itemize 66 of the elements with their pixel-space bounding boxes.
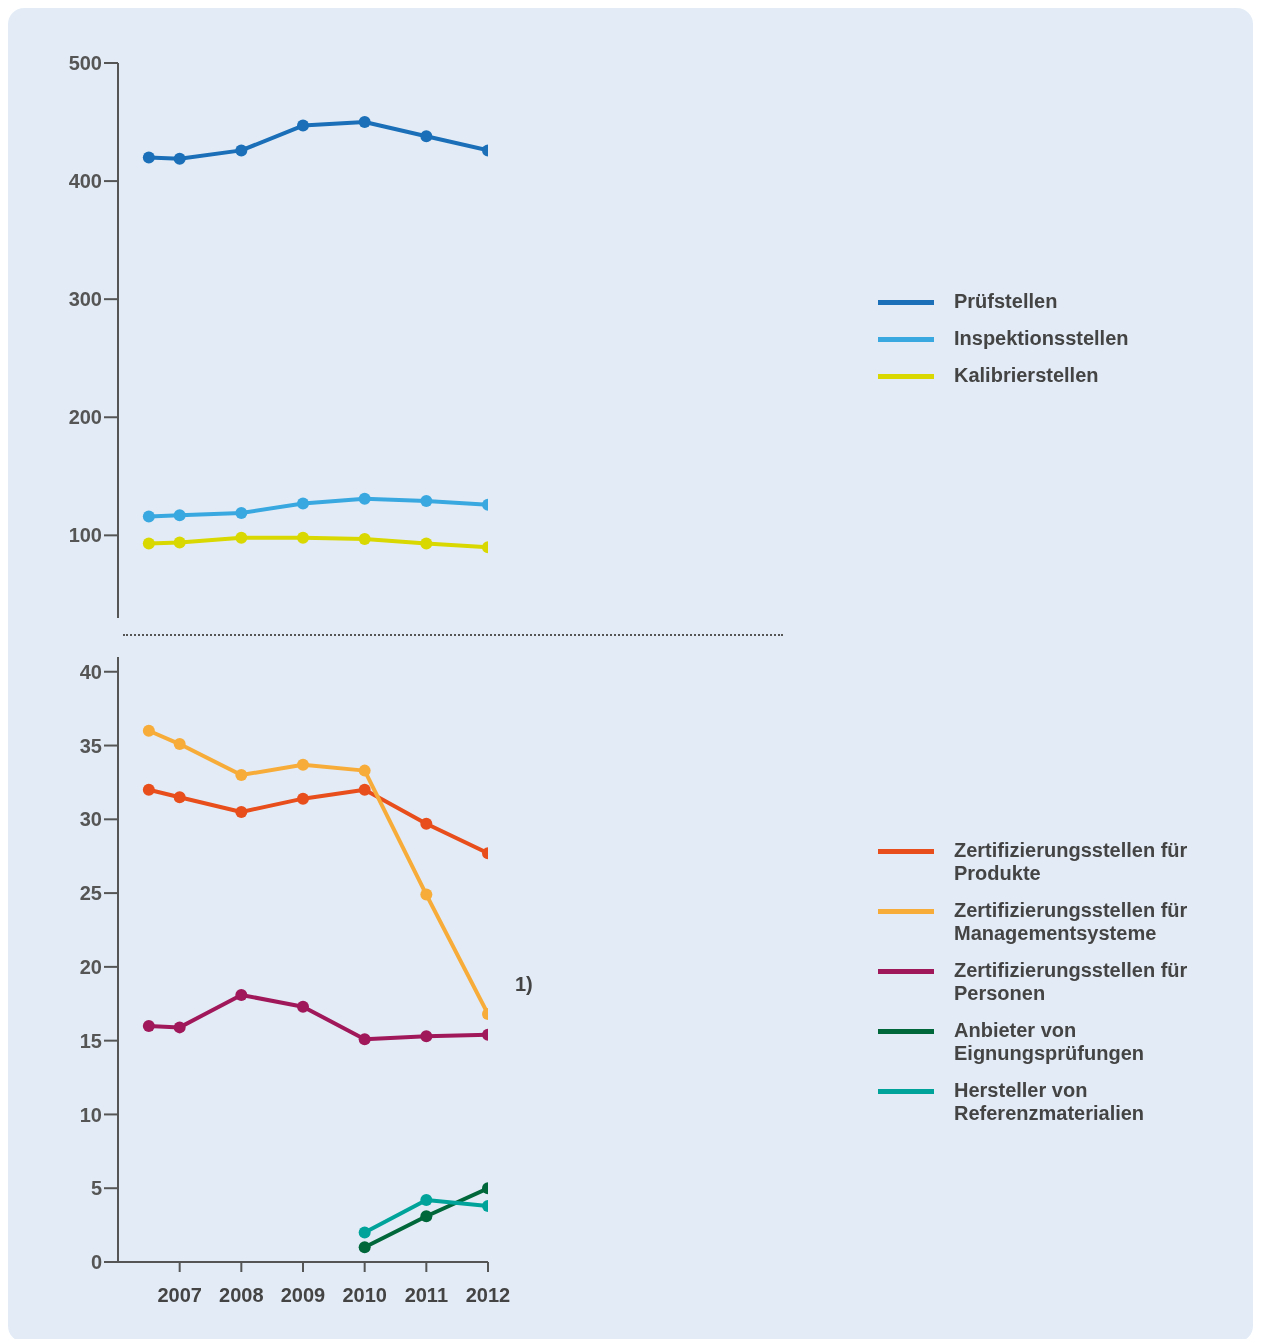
point: [297, 1000, 309, 1013]
y-tick-label: 10: [79, 1103, 102, 1126]
point: [420, 888, 433, 901]
point: [358, 1033, 371, 1046]
point: [235, 769, 248, 782]
y-tick-label: 0: [90, 1251, 102, 1274]
annotation: 1): [515, 973, 533, 996]
y-tick-label: 100: [68, 524, 102, 547]
point: [173, 738, 186, 751]
point: [297, 531, 309, 544]
point: [173, 152, 186, 165]
point: [297, 497, 309, 510]
point: [358, 1241, 371, 1254]
point: [142, 510, 155, 523]
point: [358, 116, 371, 129]
x-tick-label: 2011: [404, 1284, 449, 1307]
legend-label: Zertifizierungsstellen für Produkte: [954, 839, 1189, 885]
y-tick-label: 500: [68, 52, 102, 75]
x-tick-label: 2007: [157, 1284, 202, 1307]
x-tick-label: 2010: [342, 1284, 387, 1307]
point: [235, 506, 248, 519]
y-tick-label: 200: [68, 406, 102, 429]
legend-label: Zertifizierungsstellen für Managementsysteme: [954, 899, 1189, 945]
point: [235, 988, 248, 1001]
point: [358, 783, 371, 796]
point: [173, 791, 186, 804]
legend-label: Anbieter von Eignungsprüfungen: [954, 1019, 1145, 1065]
y-tick-label: 15: [79, 1029, 102, 1052]
point: [358, 764, 371, 777]
point: [297, 792, 309, 805]
point: [142, 537, 155, 550]
legend-label: Zertifizierungsstellen für Personen: [954, 959, 1189, 1005]
point: [173, 509, 186, 522]
y-tick-label: 5: [90, 1177, 102, 1200]
point: [235, 531, 248, 544]
y-tick-label: 40: [79, 660, 102, 683]
point: [420, 537, 433, 550]
x-tick-label: 2009: [280, 1284, 326, 1307]
point: [142, 151, 155, 164]
point: [420, 1210, 433, 1223]
legend-label: Hersteller von Referenzmaterialien: [954, 1079, 1146, 1125]
x-tick-label: 2012: [465, 1284, 511, 1307]
point: [235, 805, 248, 818]
y-tick-label: 20: [79, 955, 102, 978]
point: [173, 1021, 186, 1034]
point: [297, 758, 309, 771]
y-tick-label: 30: [79, 808, 102, 831]
y-tick-label: 400: [68, 170, 102, 193]
point: [420, 495, 433, 508]
y-tick-label: 25: [79, 882, 102, 905]
point: [358, 492, 371, 505]
point: [420, 130, 433, 143]
point: [358, 532, 371, 545]
legend-label: Inspektionsstellen: [954, 326, 1130, 350]
point: [297, 119, 309, 132]
point: [173, 536, 186, 549]
point: [420, 817, 433, 830]
y-tick-label: 35: [79, 734, 102, 757]
point: [235, 144, 248, 157]
y-tick-label: 300: [68, 288, 102, 311]
point: [420, 1030, 433, 1043]
legend-label: Kalibrierstellen: [954, 363, 1100, 387]
x-tick-label: 2008: [219, 1284, 264, 1307]
point: [420, 1194, 433, 1207]
legend-label: Prüfstellen: [954, 289, 1059, 313]
point: [358, 1226, 371, 1239]
